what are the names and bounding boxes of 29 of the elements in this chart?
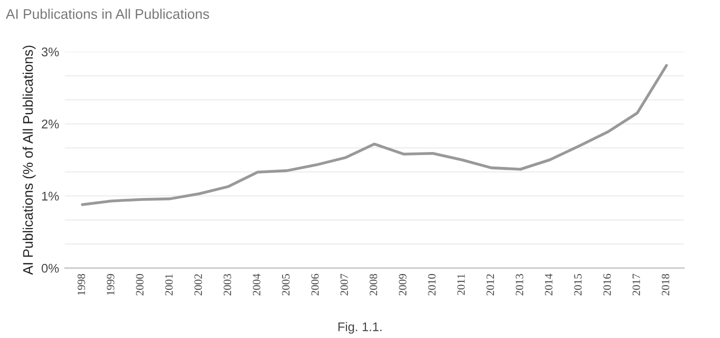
x-tick-label: 1998: [78, 274, 86, 295]
x-tick-label: 2007: [340, 274, 348, 296]
y-tick-label: 0%: [42, 264, 59, 273]
x-tick-label: 2015: [574, 274, 582, 296]
x-tick-label: 2018: [662, 274, 670, 296]
x-tick-label: 2000: [136, 274, 144, 296]
caption: Fig. 1.1.: [338, 322, 382, 334]
x-tick-label: 1999: [106, 274, 114, 295]
x-tick-label: 2012: [486, 274, 494, 296]
y-axis-title: AI Publications (% of All Publications): [22, 46, 36, 275]
y-tick-label: 3%: [42, 48, 59, 56]
x-tick-label: 2002: [194, 274, 202, 296]
x-tick-label: 2013: [516, 274, 524, 296]
line-series: [80, 64, 668, 206]
y-tick-label: 1%: [42, 192, 59, 201]
x-tick-label: 2001: [165, 274, 173, 296]
x-tick-label: 2008: [370, 274, 378, 296]
x-tick-label: 2004: [252, 274, 260, 296]
x-tick-label: 2010: [428, 274, 436, 296]
y-tick-label: 2%: [42, 120, 59, 128]
x-tick-label: 2016: [603, 274, 611, 296]
x-tick-label: 2006: [311, 274, 319, 296]
x-tick-label: 2011: [457, 274, 465, 295]
x-tick-label: 2005: [282, 274, 290, 296]
x-tick-label: 2009: [398, 274, 406, 296]
x-tick-label: 2017: [632, 274, 640, 296]
x-tick-label: 2014: [544, 274, 552, 296]
x-tick-label: 2003: [224, 274, 232, 296]
chart-title: AI Publications in All Publications: [6, 8, 210, 19]
